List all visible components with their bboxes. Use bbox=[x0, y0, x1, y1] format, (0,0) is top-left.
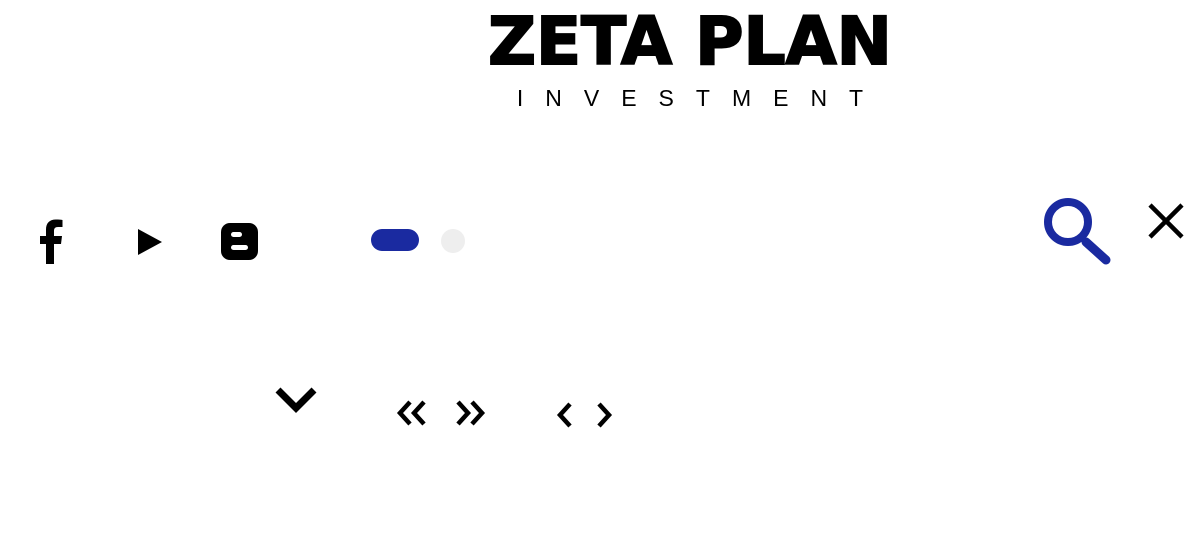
logo-title: ZETA PLAN bbox=[487, 3, 893, 80]
facebook-icon[interactable] bbox=[36, 218, 66, 264]
chevron-right-icon[interactable] bbox=[594, 401, 614, 429]
logo-subtitle: INVESTMENT bbox=[516, 85, 886, 111]
double-chevron-left-icon[interactable] bbox=[396, 399, 428, 427]
slider-dot[interactable] bbox=[441, 229, 465, 253]
slider-dot-active[interactable] bbox=[371, 229, 419, 251]
chevron-down-icon[interactable] bbox=[274, 384, 318, 416]
youtube-play-icon[interactable] bbox=[136, 228, 164, 256]
close-icon[interactable] bbox=[1146, 201, 1186, 241]
double-chevron-right-icon[interactable] bbox=[454, 399, 486, 427]
site-logo[interactable]: ZETA PLAN INVESTMENT bbox=[470, 3, 910, 118]
search-icon[interactable] bbox=[1042, 196, 1112, 266]
blogger-icon[interactable] bbox=[221, 223, 258, 260]
chevron-left-icon[interactable] bbox=[555, 401, 575, 429]
